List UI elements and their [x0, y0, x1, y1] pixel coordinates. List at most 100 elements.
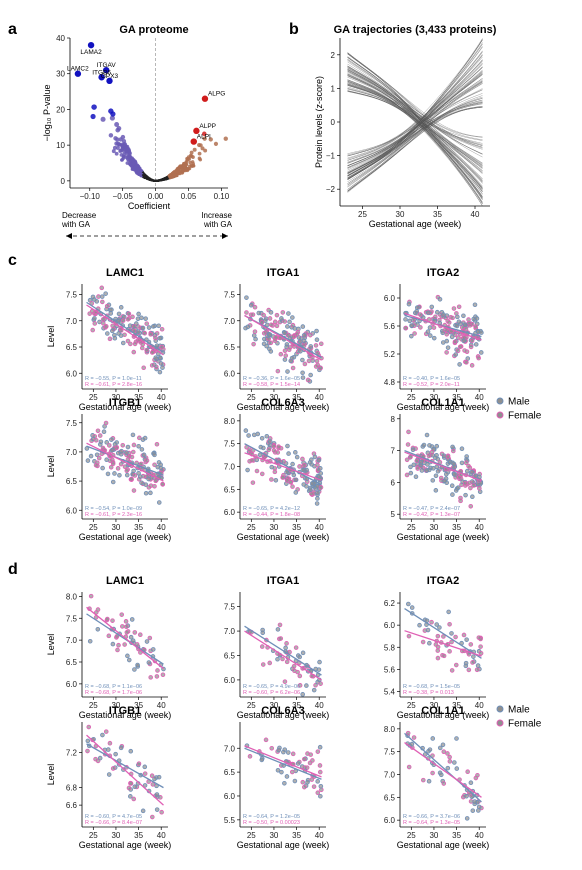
trajectory-line: [347, 67, 483, 138]
trajectory-line: [347, 54, 483, 167]
male-point: [446, 609, 451, 615]
stat-female: R = −0.58, P = 1.5e−14: [243, 382, 300, 388]
arrow-right-head: [222, 233, 228, 239]
female-fit-line: [244, 630, 322, 681]
female-point: [477, 486, 482, 491]
female-point: [106, 443, 112, 448]
male-point: [108, 311, 114, 316]
female-point: [470, 660, 475, 665]
male-point: [454, 766, 460, 771]
female-point: [441, 653, 447, 659]
female-point: [100, 299, 105, 305]
female-point: [152, 483, 157, 489]
female-point: [404, 472, 410, 478]
male-point: [287, 319, 292, 325]
male-point: [419, 468, 425, 473]
male-point: [290, 461, 295, 467]
x-tick-label: 30: [111, 831, 120, 840]
volcano-point: [128, 151, 132, 156]
male-point: [85, 738, 91, 744]
trajectory-line: [347, 38, 483, 161]
female-point: [417, 312, 423, 317]
female-point: [289, 769, 295, 775]
volcano-point: [100, 116, 106, 122]
female-point: [290, 365, 296, 371]
trajectory-line: [347, 61, 483, 165]
male-point: [408, 464, 413, 470]
female-point: [154, 441, 160, 447]
male-point: [430, 478, 436, 483]
male-point: [317, 744, 323, 750]
male-point: [314, 501, 320, 506]
female-point: [313, 343, 319, 348]
y-tick-label: 7.5: [66, 614, 78, 623]
male-point: [94, 299, 100, 304]
trajectory-line: [347, 106, 483, 175]
female-point: [251, 341, 256, 347]
male-point: [275, 767, 281, 773]
female-point: [307, 332, 313, 338]
male-point: [439, 772, 444, 778]
male-point: [292, 326, 298, 331]
trajectory-line: [347, 56, 483, 156]
male-fit-line: [86, 301, 164, 353]
male-point: [258, 444, 264, 450]
male-point: [316, 457, 322, 463]
male-point: [464, 637, 469, 642]
male-fit-line: [244, 625, 322, 676]
male-point: [426, 310, 431, 316]
labeled-point: [87, 41, 95, 49]
volcano-point: [191, 155, 195, 159]
female-point: [432, 314, 438, 320]
male-point: [441, 312, 446, 317]
male-point: [472, 302, 478, 308]
female-point: [120, 624, 125, 629]
stat-female: R = −0.68, P = 1.7e−06: [85, 690, 142, 696]
y-tick-label: 6.0: [224, 676, 236, 685]
volcano-point: [132, 162, 136, 166]
x-tick-label: 25: [358, 210, 367, 219]
x-axis-label: Gestational age (week): [397, 532, 490, 542]
female-point: [318, 365, 323, 371]
female-point: [132, 473, 138, 478]
male-point: [449, 334, 455, 340]
y-tick-label: 6.0: [224, 792, 236, 801]
female-point: [275, 368, 281, 374]
male-point: [273, 477, 279, 483]
female-point: [462, 348, 467, 353]
x-tick-label: 30: [269, 831, 278, 840]
female-point: [305, 377, 311, 383]
male-point: [142, 764, 148, 770]
x-tick-label: 30: [269, 523, 278, 532]
male-point: [112, 335, 118, 341]
female-point: [144, 321, 150, 326]
male-point: [112, 471, 117, 476]
male-point: [257, 452, 263, 458]
volcano-title: GA proteome: [119, 24, 188, 36]
female-point: [148, 332, 153, 337]
x-tick-label: 30: [429, 701, 438, 710]
legend-male-marker: [496, 705, 504, 713]
trajectory-line: [347, 79, 483, 197]
volcano-point: [112, 145, 117, 150]
male-point: [285, 750, 291, 755]
trajectory-line: [347, 81, 483, 198]
male-point: [300, 467, 306, 473]
trajectory-line: [347, 65, 483, 206]
trajectory-line: [347, 84, 483, 183]
volcano-point: [213, 141, 219, 146]
x-tick-label: 40: [471, 210, 480, 219]
y-tick-label: 6.0: [384, 816, 396, 825]
stat-male: R = −0.54, P = 1.0e−09: [85, 506, 142, 512]
female-point: [147, 635, 153, 641]
x-tick-label: 25: [247, 523, 256, 532]
point-label: ITGB6: [92, 69, 111, 76]
male-point: [260, 630, 266, 636]
female-point: [142, 771, 148, 776]
volcano-point: [172, 170, 176, 174]
male-point: [301, 333, 307, 338]
male-point: [454, 323, 460, 329]
male-point: [437, 745, 443, 751]
volcano-point: [137, 172, 141, 176]
